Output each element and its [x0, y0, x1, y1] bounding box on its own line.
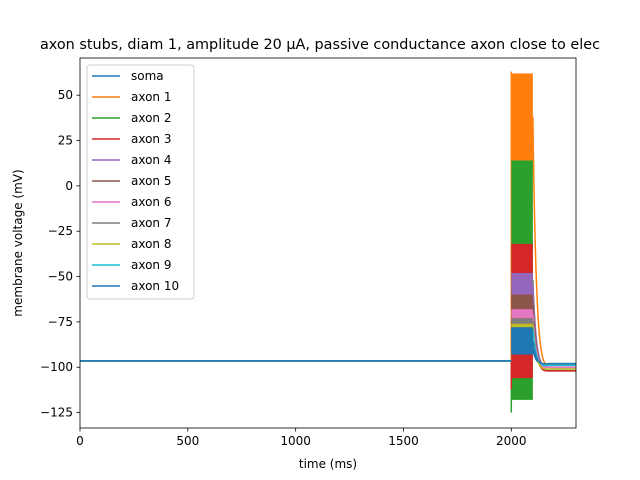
- series-band: [511, 318, 533, 324]
- series-axon-5: [80, 294, 576, 369]
- legend-label: axon 10: [131, 279, 179, 293]
- series-band: [511, 323, 533, 328]
- y-tick-label: 0: [65, 179, 73, 193]
- y-tick-label: −25: [48, 224, 73, 238]
- series-band: [511, 73, 533, 161]
- legend-frame: [86, 64, 195, 300]
- y-tick-label: 25: [58, 134, 73, 148]
- x-tick-label: 2000: [496, 434, 527, 448]
- x-tick-label: 1500: [388, 434, 419, 448]
- series-axon-10: [80, 327, 576, 365]
- y-axis-label: membrane voltage (mV): [11, 169, 25, 316]
- legend-label: axon 6: [131, 195, 171, 209]
- legend-label: axon 2: [131, 111, 171, 125]
- series-band: [511, 309, 533, 319]
- series-band: [511, 294, 533, 310]
- chart-title: axon stubs, diam 1, amplitude 20 µA, pas…: [40, 37, 600, 53]
- y-tick-label: −75: [48, 315, 73, 329]
- legend-label: soma: [131, 69, 164, 83]
- series-axon-9: [80, 327, 576, 367]
- x-tick-label: 500: [176, 434, 199, 448]
- y-tick-label: −125: [40, 406, 73, 420]
- legend-label: axon 5: [131, 174, 171, 188]
- legend: soma axon 1 axon 2 axon 3 axon 4 axon 5 axon 6…: [86, 64, 195, 300]
- legend-label: axon 8: [131, 237, 171, 251]
- legend-label: axon 4: [131, 153, 171, 167]
- x-axis-label: time (ms): [299, 457, 357, 471]
- series-recovery: [532, 340, 576, 365]
- y-tick-label: −100: [40, 360, 73, 374]
- legend-label: axon 3: [131, 132, 171, 146]
- x-tick-label: 1000: [280, 434, 311, 448]
- series-band: [511, 272, 533, 295]
- series-axon-6: [80, 309, 576, 369]
- legend-label: axon 7: [131, 216, 171, 230]
- legend-label: axon 9: [131, 258, 171, 272]
- series-band: [511, 327, 533, 355]
- legend-label: axon 1: [131, 90, 171, 104]
- series-layer: [80, 71, 576, 413]
- y-tick-label: −50: [48, 270, 73, 284]
- x-axis: 0 500 1000 1500 2000: [76, 428, 527, 448]
- y-axis: −125 −100 −75 −50 −25 0 25 50: [40, 88, 80, 420]
- y-tick-label: 50: [58, 88, 73, 102]
- series-axon-8: [80, 323, 576, 370]
- x-tick-label: 0: [76, 434, 84, 448]
- plot-frame: [79, 57, 577, 429]
- series-recovery: [532, 116, 576, 367]
